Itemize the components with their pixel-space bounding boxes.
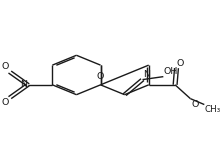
Text: N: N xyxy=(143,70,150,79)
Text: O: O xyxy=(2,98,9,107)
Text: O: O xyxy=(177,59,184,68)
Text: N: N xyxy=(20,80,27,89)
Text: O: O xyxy=(97,72,104,81)
Text: O: O xyxy=(191,100,199,109)
Text: O: O xyxy=(2,62,9,71)
Text: CH₃: CH₃ xyxy=(205,105,221,114)
Text: OH: OH xyxy=(164,67,178,76)
